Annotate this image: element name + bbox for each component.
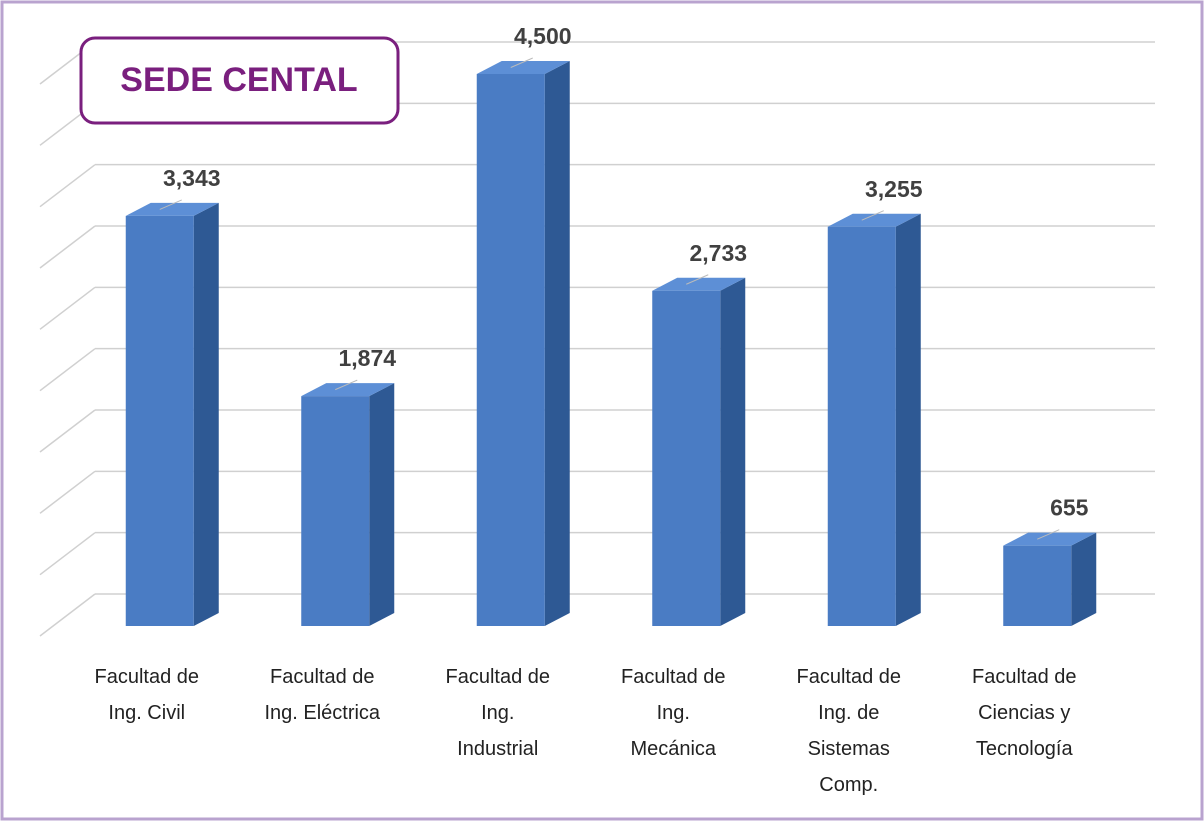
grid-line-side xyxy=(39,593,96,637)
bar-side xyxy=(895,213,921,626)
x-tick-label: Facultad de Ing. Civil xyxy=(94,666,199,724)
bar-side xyxy=(193,202,219,626)
value-label: 1,874 xyxy=(338,345,396,371)
x-tick-label-line: Mecánica xyxy=(630,738,716,760)
x-tick-label-line: Facultad de xyxy=(972,666,1077,688)
x-tick-label-line: Comp. xyxy=(819,774,878,796)
leader-line xyxy=(686,274,709,285)
grid-line-side xyxy=(39,286,96,330)
grid-line-side xyxy=(39,164,96,208)
leader-line xyxy=(510,57,533,68)
x-tick-label-line: Facultad de xyxy=(94,666,199,688)
x-tick-label: Facultad de Ing. de Sistemas Comp. xyxy=(796,666,901,796)
grid-line-side xyxy=(39,225,96,269)
x-tick-label: Facultad de Ciencias y Tecnología xyxy=(972,666,1077,760)
bar xyxy=(125,215,194,626)
x-tick-label-line: Tecnología xyxy=(976,738,1074,760)
value-label: 655 xyxy=(1050,495,1089,521)
bar-top xyxy=(125,202,219,216)
leader-line xyxy=(1037,529,1060,540)
leader-line xyxy=(159,199,182,210)
leader-line xyxy=(861,210,884,221)
grid-line-side xyxy=(39,470,96,514)
x-tick-label: Facultad de Ing. Eléctrica xyxy=(264,666,380,724)
x-tick-label-line: Ing. xyxy=(657,702,690,724)
grid-line-side xyxy=(39,532,96,576)
bar-top xyxy=(827,213,921,227)
x-tick-label-line: Ing. xyxy=(481,702,514,724)
value-label: 4,500 xyxy=(514,23,572,49)
bar-side xyxy=(720,277,746,626)
bar xyxy=(476,74,545,626)
bar-top xyxy=(301,383,395,397)
x-tick-label-line: Facultad de xyxy=(445,666,550,688)
value-label: 2,733 xyxy=(689,240,747,266)
chart-title: SEDE CENTAL xyxy=(120,61,357,99)
grid xyxy=(39,41,1155,637)
leader-line xyxy=(335,379,358,391)
x-tick-label-line: Ing. Eléctrica xyxy=(264,702,380,724)
x-tick-label-line: Sistemas xyxy=(808,738,890,760)
bar-side xyxy=(544,61,570,626)
title-box xyxy=(79,36,400,125)
x-tick-label-line: Industrial xyxy=(457,738,538,760)
x-tick-label: Facultad de Ing. Industrial xyxy=(445,666,550,760)
x-tick-label-line: Ing. de xyxy=(818,702,879,724)
grid-line-side xyxy=(39,409,96,453)
bar-side xyxy=(369,383,395,626)
x-tick-label-line: Facultad de xyxy=(621,666,726,688)
value-label: 3,343 xyxy=(163,165,221,191)
bar xyxy=(827,226,896,626)
bar xyxy=(652,290,721,626)
bar xyxy=(1003,545,1072,626)
bar-top xyxy=(1003,532,1097,546)
x-tick-label-line: Facultad de xyxy=(796,666,901,688)
x-tick-label: Facultad de Ing. Mecánica xyxy=(621,666,726,760)
bar-top xyxy=(476,61,570,74)
bar-top xyxy=(652,277,746,291)
x-tick-label-line: Facultad de xyxy=(270,666,375,688)
value-label: 3,255 xyxy=(865,176,923,202)
x-tick-label-line: Ing. Civil xyxy=(108,702,185,724)
bar-side xyxy=(1071,532,1097,626)
x-tick-label-line: Ciencias y xyxy=(978,702,1070,724)
grid-line-side xyxy=(39,348,96,392)
bars: 3,343 1,874 4,500 2,733 3,255 655 xyxy=(125,23,1097,626)
bar xyxy=(301,396,370,626)
